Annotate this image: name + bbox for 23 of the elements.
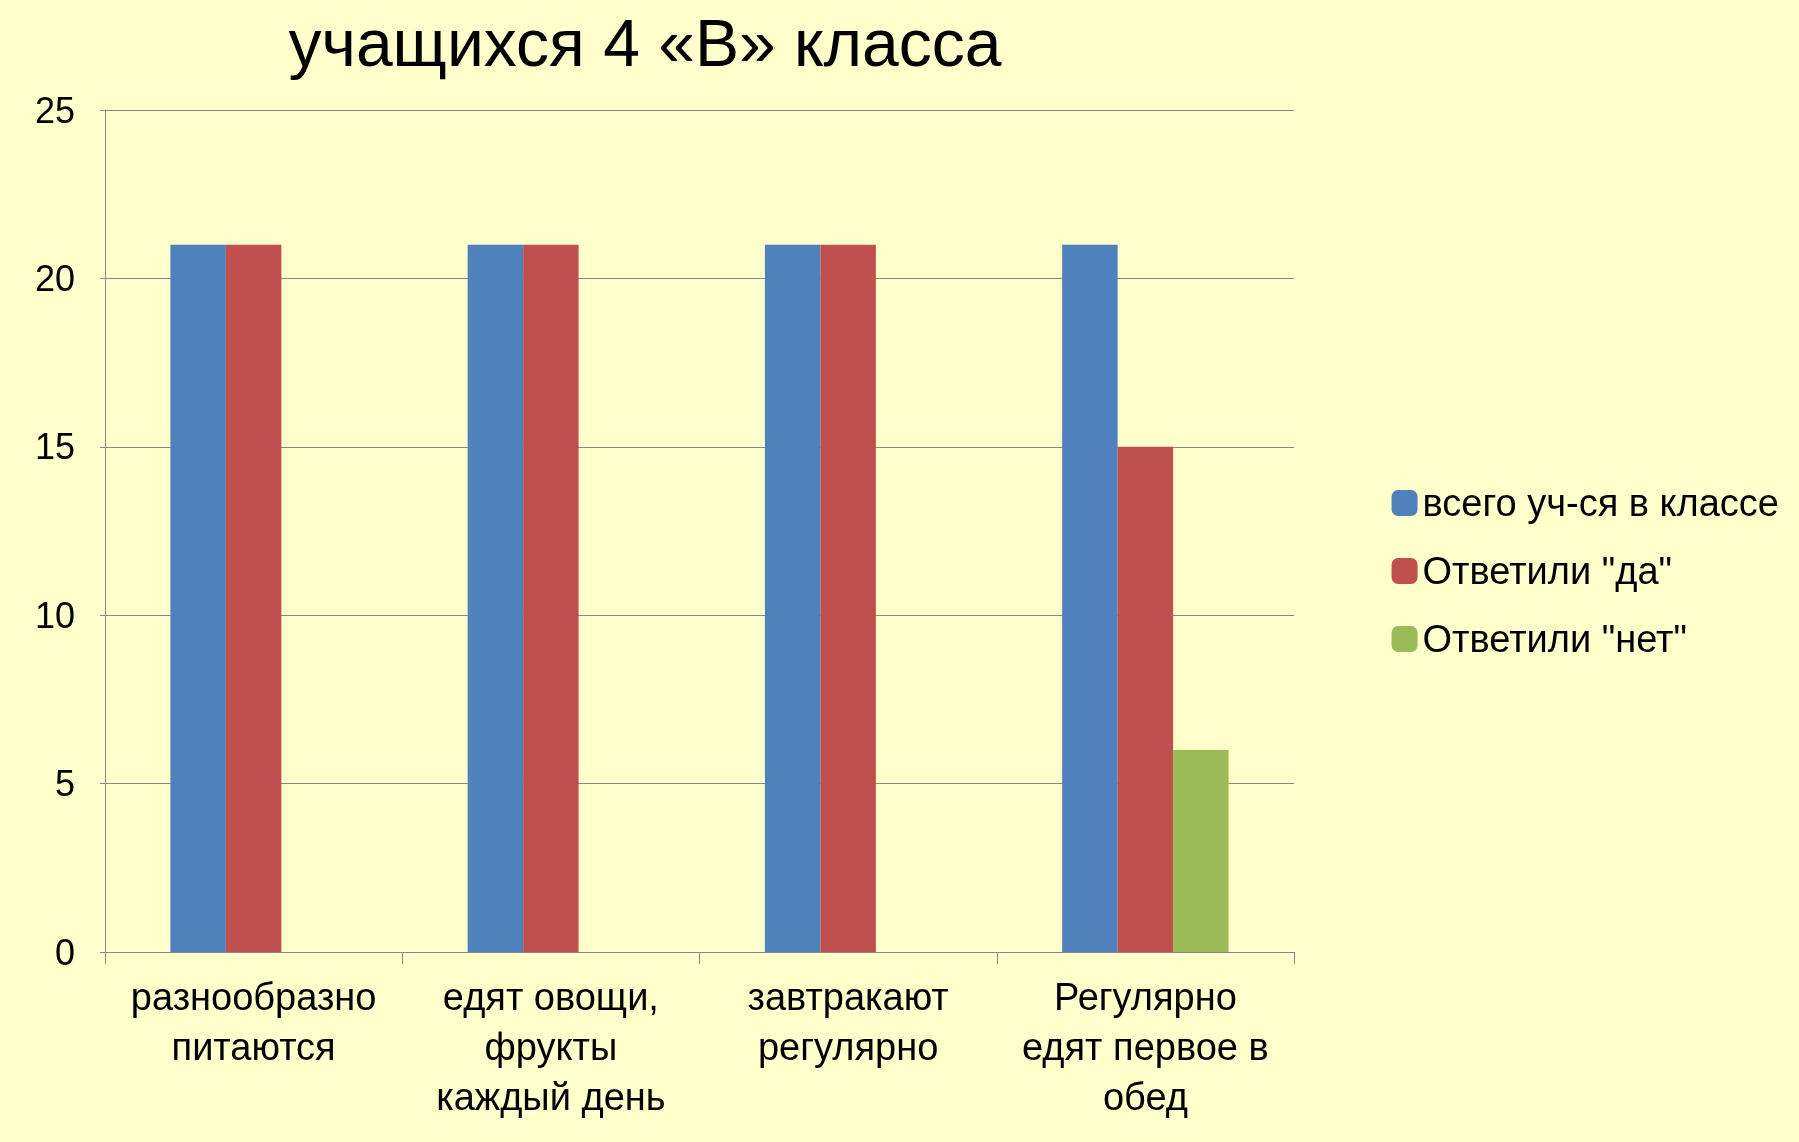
y-tick-label: 15 <box>34 426 75 468</box>
bar <box>820 244 876 952</box>
legend-label: Ответили "да" <box>1422 550 1673 592</box>
bar <box>764 244 821 952</box>
y-tick-label: 25 <box>34 89 75 131</box>
legend-label: всего уч-ся в классе <box>1422 482 1779 524</box>
x-tick-label: Регулярно едят первое в обед <box>1022 976 1269 1118</box>
y-tick-label: 5 <box>54 763 75 805</box>
bar <box>467 244 524 952</box>
x-tick-label: разнообразно питаются <box>130 976 377 1068</box>
y-tick-label: 20 <box>34 257 75 299</box>
legend-label: Ответили "нет" <box>1422 618 1687 660</box>
chart-title: учащихся 4 «В» класса <box>288 6 1002 80</box>
x-tick-label: завтракают регулярно <box>747 976 949 1068</box>
bar <box>225 244 282 952</box>
bar <box>523 244 579 952</box>
y-tick-label: 10 <box>34 594 75 636</box>
bar <box>1062 244 1118 952</box>
x-tick-label: едят овощи, фрукты каждый день <box>436 976 666 1118</box>
bar <box>1117 446 1174 952</box>
bar <box>1173 749 1229 952</box>
bar <box>170 244 226 952</box>
y-tick-label: 0 <box>54 931 75 973</box>
